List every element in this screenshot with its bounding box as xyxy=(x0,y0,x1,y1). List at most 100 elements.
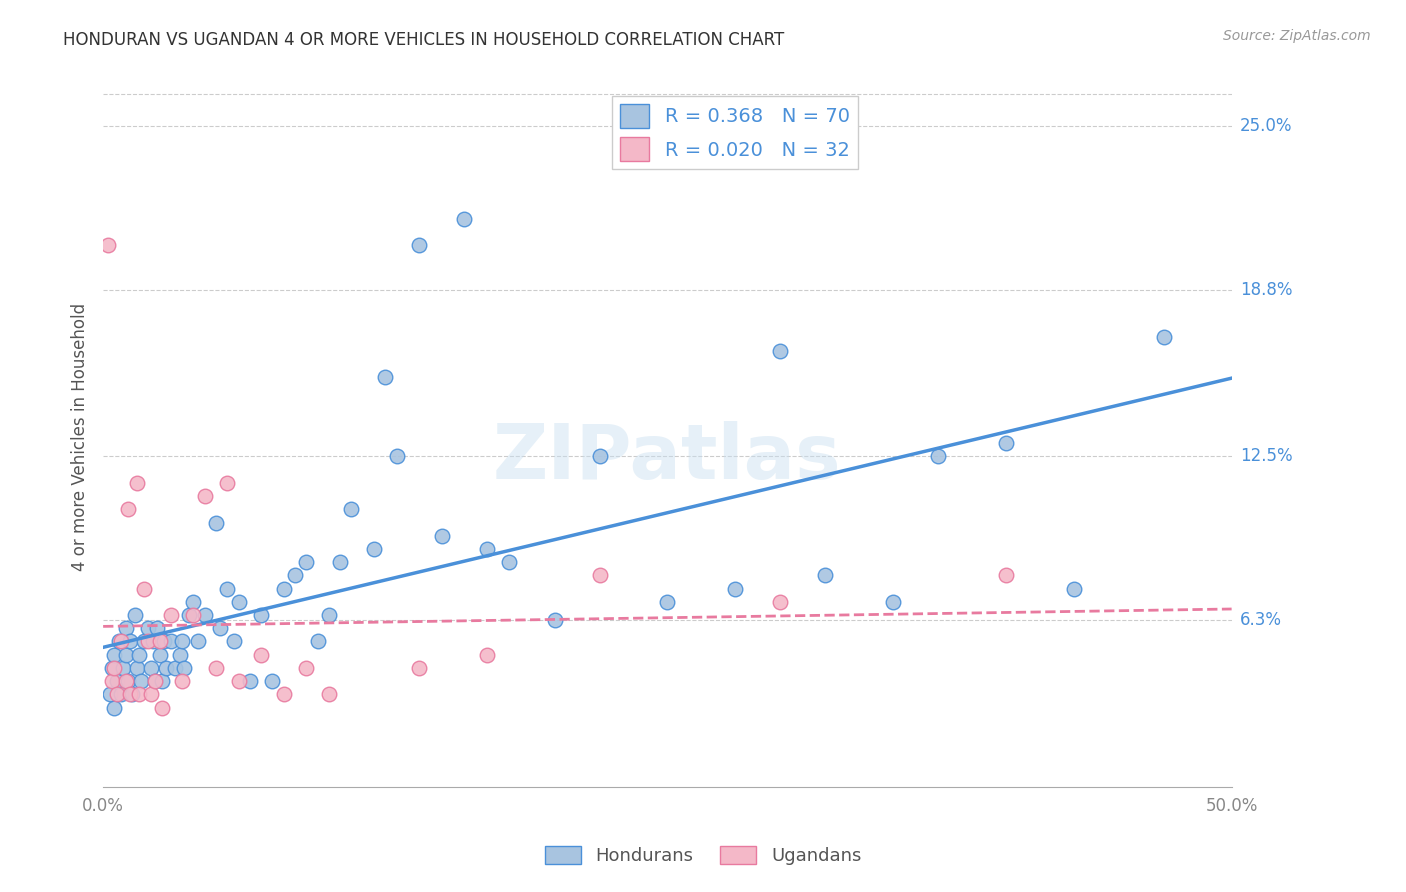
Y-axis label: 4 or more Vehicles in Household: 4 or more Vehicles in Household xyxy=(72,302,89,571)
Point xyxy=(295,555,318,569)
Point xyxy=(430,529,453,543)
Point xyxy=(177,607,200,622)
Point xyxy=(101,661,124,675)
Text: 12.5%: 12.5% xyxy=(1240,448,1292,466)
Point xyxy=(124,607,146,622)
Point xyxy=(228,674,250,689)
Point xyxy=(103,648,125,662)
Point xyxy=(543,613,565,627)
Point xyxy=(363,541,385,556)
Point xyxy=(205,516,228,530)
Point xyxy=(250,648,273,662)
Point xyxy=(187,634,209,648)
Point xyxy=(103,661,125,675)
Legend: Hondurans, Ugandans: Hondurans, Ugandans xyxy=(537,838,869,872)
Point xyxy=(194,607,217,622)
Point xyxy=(769,595,792,609)
Point xyxy=(295,661,318,675)
Point xyxy=(103,700,125,714)
Point xyxy=(882,595,904,609)
Point xyxy=(475,648,498,662)
Point xyxy=(318,607,340,622)
Point xyxy=(155,661,177,675)
Point xyxy=(262,674,284,689)
Point xyxy=(217,475,239,490)
Point xyxy=(657,595,679,609)
Point xyxy=(408,238,430,252)
Text: ZIPatlas: ZIPatlas xyxy=(494,421,842,494)
Point xyxy=(146,621,169,635)
Point xyxy=(132,582,155,596)
Point xyxy=(194,489,217,503)
Point xyxy=(117,674,139,689)
Point xyxy=(453,211,475,226)
Point xyxy=(101,674,124,689)
Point xyxy=(927,450,949,464)
Point xyxy=(160,607,183,622)
Point xyxy=(143,674,166,689)
Point xyxy=(125,661,148,675)
Point xyxy=(160,634,183,648)
Point xyxy=(209,621,232,635)
Point xyxy=(108,634,131,648)
Point xyxy=(112,661,135,675)
Text: 18.8%: 18.8% xyxy=(1240,281,1292,299)
Point xyxy=(318,687,340,701)
Text: 25.0%: 25.0% xyxy=(1240,117,1292,135)
Point xyxy=(374,370,396,384)
Point xyxy=(205,661,228,675)
Point xyxy=(250,607,273,622)
Point xyxy=(172,674,194,689)
Point xyxy=(307,634,329,648)
Point xyxy=(222,634,245,648)
Point xyxy=(1063,582,1085,596)
Point xyxy=(169,648,191,662)
Point xyxy=(105,674,128,689)
Point xyxy=(284,568,307,582)
Point xyxy=(139,687,162,701)
Point xyxy=(98,687,121,701)
Point xyxy=(329,555,352,569)
Point xyxy=(273,582,295,596)
Point xyxy=(1153,330,1175,344)
Point xyxy=(814,568,837,582)
Text: 6.3%: 6.3% xyxy=(1240,611,1282,630)
Point xyxy=(724,582,747,596)
Text: Source: ZipAtlas.com: Source: ZipAtlas.com xyxy=(1223,29,1371,43)
Point xyxy=(172,634,194,648)
Point xyxy=(97,238,120,252)
Point xyxy=(120,634,142,648)
Point xyxy=(125,475,148,490)
Point xyxy=(110,687,132,701)
Point xyxy=(589,450,612,464)
Point xyxy=(120,687,142,701)
Point xyxy=(128,687,150,701)
Point xyxy=(340,502,363,516)
Point xyxy=(142,634,165,648)
Legend: R = 0.368   N = 70, R = 0.020   N = 32: R = 0.368 N = 70, R = 0.020 N = 32 xyxy=(613,96,858,169)
Point xyxy=(994,568,1017,582)
Point xyxy=(150,674,173,689)
Point xyxy=(153,634,176,648)
Point xyxy=(148,634,170,648)
Point xyxy=(408,661,430,675)
Point xyxy=(117,502,139,516)
Text: HONDURAN VS UGANDAN 4 OR MORE VEHICLES IN HOUSEHOLD CORRELATION CHART: HONDURAN VS UGANDAN 4 OR MORE VEHICLES I… xyxy=(63,31,785,49)
Point xyxy=(273,687,295,701)
Point xyxy=(114,674,136,689)
Point xyxy=(136,621,159,635)
Point xyxy=(132,634,155,648)
Point xyxy=(128,648,150,662)
Point xyxy=(498,555,520,569)
Point xyxy=(143,674,166,689)
Point xyxy=(217,582,239,596)
Point xyxy=(110,634,132,648)
Point xyxy=(148,648,170,662)
Point xyxy=(165,661,187,675)
Point xyxy=(239,674,262,689)
Point xyxy=(150,700,173,714)
Point xyxy=(228,595,250,609)
Point xyxy=(183,595,205,609)
Point xyxy=(385,450,408,464)
Point xyxy=(173,661,195,675)
